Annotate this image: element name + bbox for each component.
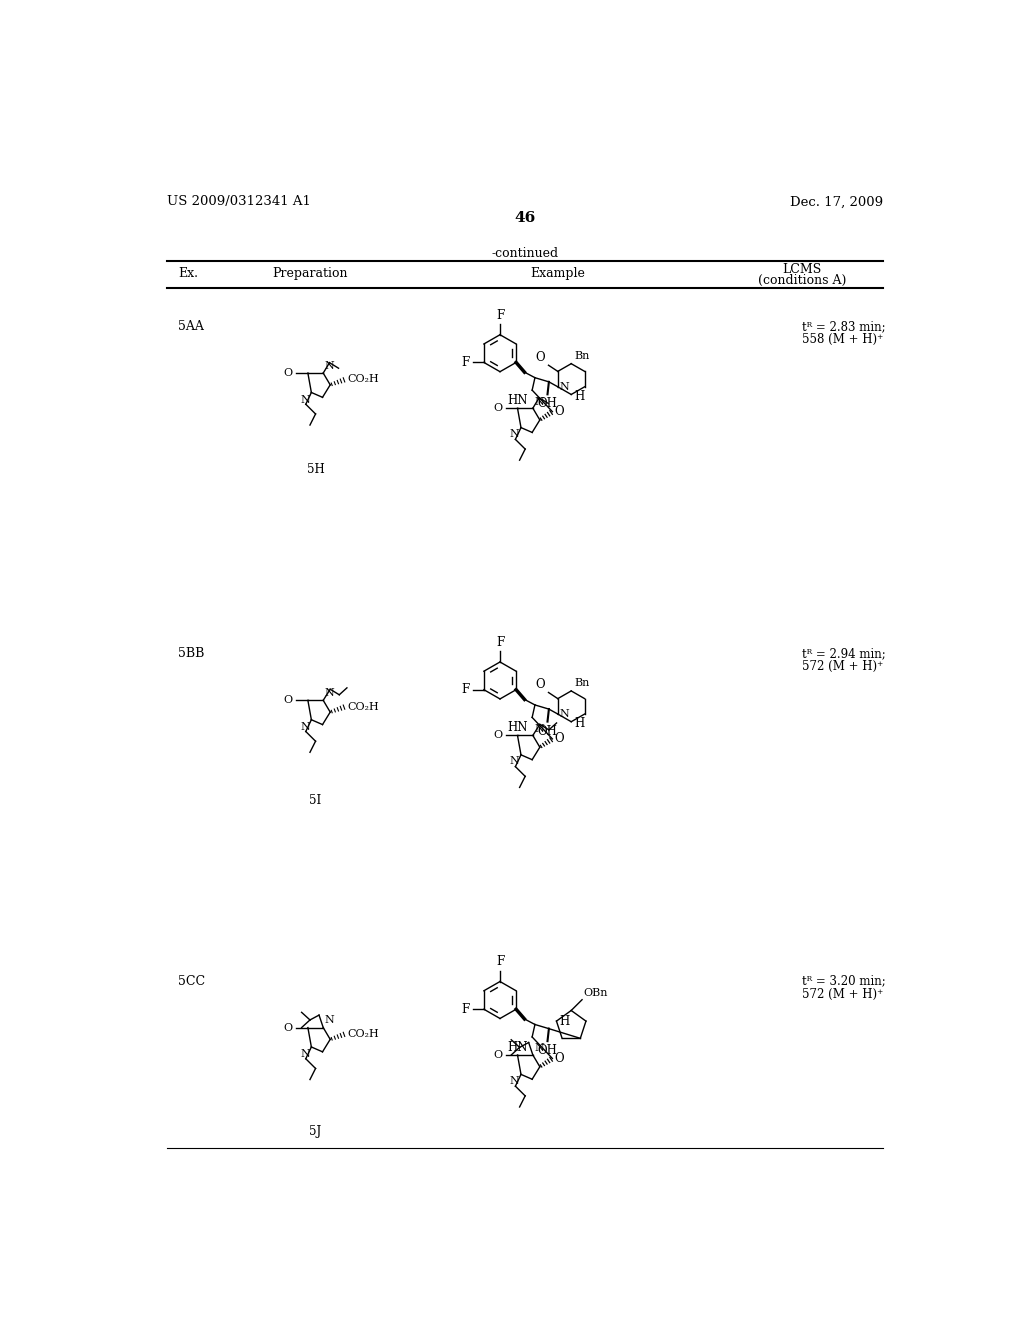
Text: tᴿ = 2.94 min;: tᴿ = 2.94 min; xyxy=(802,647,886,660)
Text: US 2009/0312341 A1: US 2009/0312341 A1 xyxy=(167,195,310,209)
Text: N: N xyxy=(535,1043,544,1053)
Text: 572 (M + H)⁺: 572 (M + H)⁺ xyxy=(802,987,884,1001)
Text: tᴿ = 3.20 min;: tᴿ = 3.20 min; xyxy=(802,974,886,987)
Text: Bn: Bn xyxy=(574,678,590,688)
Text: CO₂H: CO₂H xyxy=(348,375,380,384)
Text: LCMS: LCMS xyxy=(782,263,822,276)
Text: HN: HN xyxy=(508,721,528,734)
Text: 5CC: 5CC xyxy=(178,974,206,987)
Text: H: H xyxy=(574,717,585,730)
Text: O: O xyxy=(555,1052,564,1065)
Text: N: N xyxy=(325,1015,335,1026)
Text: O: O xyxy=(284,696,293,705)
Text: OH: OH xyxy=(538,725,557,738)
Text: Ex.: Ex. xyxy=(178,268,199,280)
Text: OH: OH xyxy=(538,397,557,411)
Text: 46: 46 xyxy=(514,211,536,224)
Text: O: O xyxy=(536,678,546,690)
Text: O: O xyxy=(284,1023,293,1032)
Text: HN: HN xyxy=(508,395,528,407)
Text: Bn: Bn xyxy=(574,351,590,360)
Text: 572 (M + H)⁺: 572 (M + H)⁺ xyxy=(802,660,884,673)
Text: Example: Example xyxy=(530,268,586,280)
Text: O: O xyxy=(536,351,546,364)
Text: N: N xyxy=(300,1049,310,1059)
Text: F: F xyxy=(496,636,504,649)
Text: (conditions A): (conditions A) xyxy=(758,273,847,286)
Text: N: N xyxy=(510,429,519,440)
Text: N: N xyxy=(300,722,310,733)
Text: N: N xyxy=(510,1076,519,1086)
Text: 558 (M + H)⁺: 558 (M + H)⁺ xyxy=(802,333,884,346)
Text: 5H: 5H xyxy=(306,462,325,475)
Text: 5AA: 5AA xyxy=(178,321,204,333)
Text: F: F xyxy=(462,684,470,696)
Text: F: F xyxy=(496,309,504,322)
Text: 5J: 5J xyxy=(309,1125,322,1138)
Text: OBn: OBn xyxy=(584,989,608,998)
Text: CO₂H: CO₂H xyxy=(348,701,380,711)
Text: O: O xyxy=(494,403,503,413)
Text: H: H xyxy=(574,389,585,403)
Text: N: N xyxy=(325,360,335,371)
Text: O: O xyxy=(494,730,503,741)
Text: 5I: 5I xyxy=(309,793,322,807)
Text: O: O xyxy=(494,1049,503,1060)
Text: Preparation: Preparation xyxy=(272,268,348,280)
Text: CO₂H: CO₂H xyxy=(348,1028,380,1039)
Text: tᴿ = 2.83 min;: tᴿ = 2.83 min; xyxy=(802,321,886,333)
Text: Dec. 17, 2009: Dec. 17, 2009 xyxy=(790,195,883,209)
Text: 5BB: 5BB xyxy=(178,647,205,660)
Text: F: F xyxy=(462,356,470,370)
Text: F: F xyxy=(496,956,504,969)
Text: H: H xyxy=(559,1015,569,1028)
Text: O: O xyxy=(284,368,293,378)
Text: N: N xyxy=(535,723,544,734)
Text: N: N xyxy=(559,709,569,719)
Text: N: N xyxy=(535,396,544,407)
Text: N: N xyxy=(559,383,569,392)
Text: N: N xyxy=(325,688,335,698)
Text: OH: OH xyxy=(538,1044,557,1057)
Text: O: O xyxy=(555,733,564,746)
Text: HN: HN xyxy=(508,1040,528,1053)
Text: F: F xyxy=(462,1003,470,1016)
Text: O: O xyxy=(555,405,564,418)
Text: N: N xyxy=(510,756,519,767)
Text: N: N xyxy=(300,395,310,405)
Text: -continued: -continued xyxy=(492,247,558,260)
